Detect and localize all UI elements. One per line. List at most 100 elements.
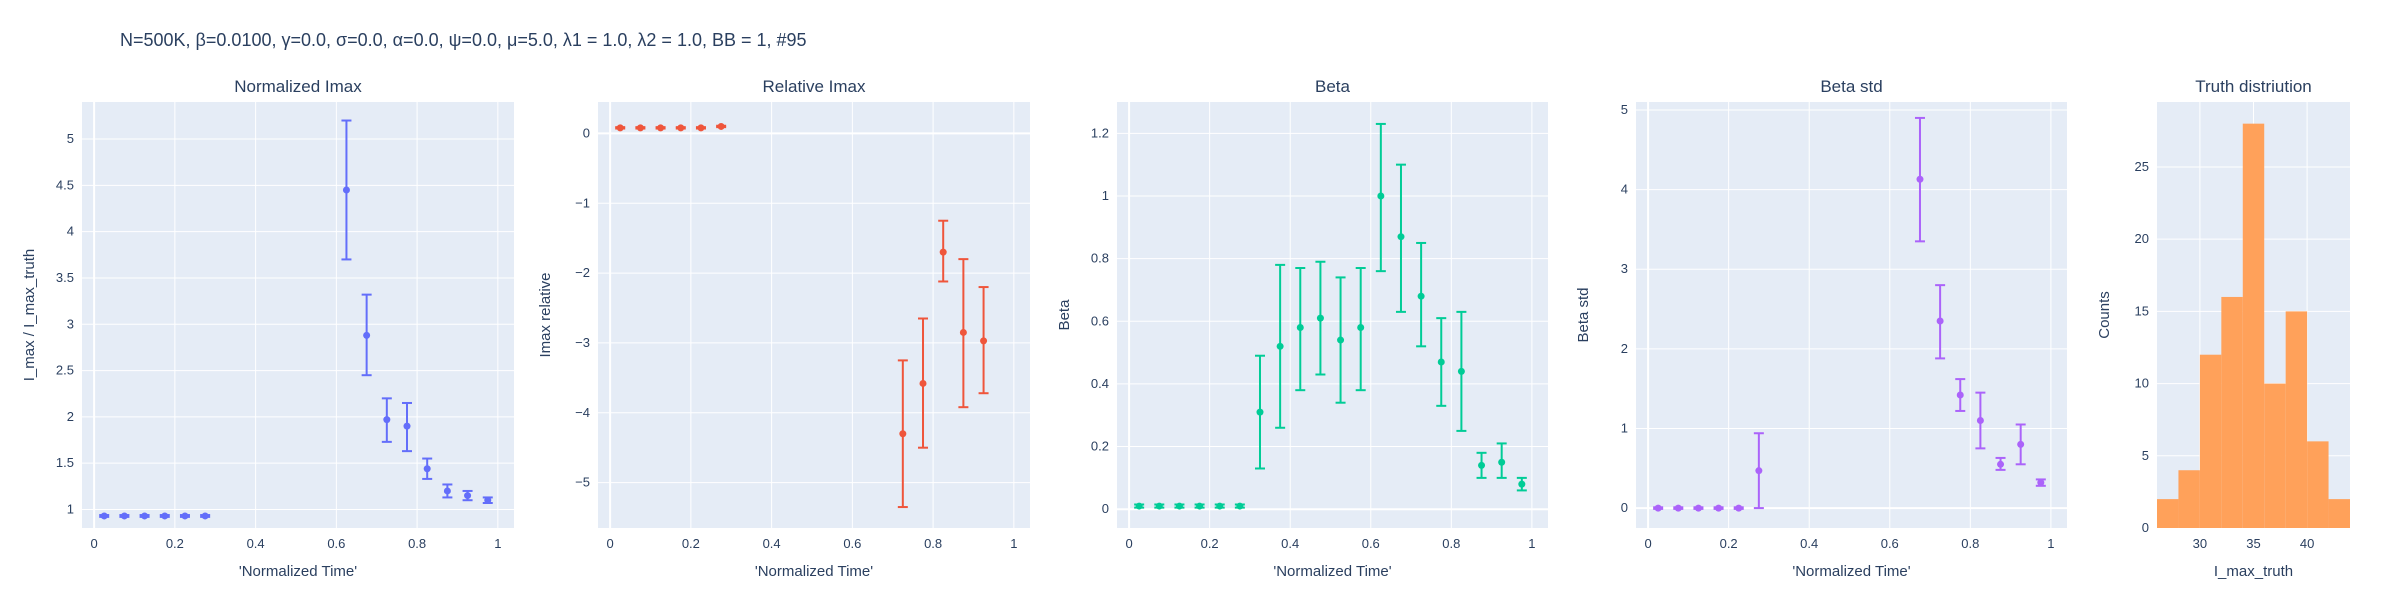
y-tick-label: 0 — [2142, 520, 2149, 535]
y-tick-label: 2 — [1621, 341, 1628, 356]
x-axis-title: 'Normalized Time' — [239, 563, 357, 580]
data-point — [1457, 367, 1465, 375]
data-point — [1216, 502, 1224, 510]
histogram-bar — [2221, 296, 2243, 528]
y-axis-title: Beta std — [1575, 287, 1592, 342]
data-point — [1316, 314, 1324, 322]
y-tick-label: 0 — [1621, 500, 1628, 515]
x-tick-label: 0.4 — [1281, 536, 1299, 551]
y-tick-label: 0.4 — [1091, 376, 1109, 391]
histogram-bar — [2178, 470, 2200, 528]
y-tick-label: 3.5 — [56, 270, 74, 285]
histogram-bar — [2285, 311, 2308, 528]
y-axis-title: Beta — [1056, 299, 1073, 331]
x-axis-title: 'Normalized Time' — [755, 563, 873, 580]
x-axis-title: I_max_truth — [2214, 563, 2293, 580]
data-point — [1518, 480, 1526, 488]
data-point — [980, 337, 988, 345]
data-point — [919, 379, 927, 387]
data-point — [677, 124, 685, 132]
panel-title: Beta — [1315, 77, 1351, 96]
y-tick-label: 5 — [67, 131, 74, 146]
x-axis-title: 'Normalized Time' — [1792, 563, 1910, 580]
data-point — [1256, 408, 1264, 416]
chart-panel-3: 0 0.2 0.4 0.6 0.8 1 1.2 0 0.2 0.4 0.6 0.8 1 Beta 'Norm… — [1056, 77, 1548, 580]
data-point — [1715, 504, 1723, 512]
histogram-bar — [2199, 354, 2222, 528]
data-point — [1175, 502, 1183, 510]
data-point — [1397, 233, 1405, 241]
data-point — [1755, 467, 1763, 475]
data-point — [363, 331, 371, 339]
y-tick-label: 0.8 — [1091, 251, 1109, 266]
data-point — [484, 496, 492, 504]
data-point — [1196, 502, 1204, 510]
data-point — [1296, 324, 1304, 332]
x-tick-label: 0.6 — [327, 536, 345, 551]
y-tick-label: 5 — [2142, 448, 2149, 463]
x-tick-label: 0 — [1644, 536, 1651, 551]
data-point — [717, 122, 725, 130]
panel-title: Truth distriution — [2195, 77, 2312, 96]
x-tick-label: 0.8 — [1442, 536, 1460, 551]
y-tick-label: 4 — [1621, 182, 1628, 197]
data-point — [100, 512, 108, 520]
chart-panel-2: −5 −4 −3 −2 −1 0 0 0.2 0.4 0.6 0.8 1 Relative Imax 'N… — [537, 77, 1030, 580]
y-tick-label: 1 — [67, 501, 74, 516]
data-point — [1654, 504, 1662, 512]
y-tick-label: 4 — [67, 224, 74, 239]
data-point — [959, 328, 967, 336]
data-point — [1478, 461, 1486, 469]
y-tick-label: 5 — [1621, 102, 1628, 117]
y-tick-label: 0.6 — [1091, 313, 1109, 328]
data-point — [443, 487, 451, 495]
x-tick-label: 0.4 — [1800, 536, 1818, 551]
histogram-bar — [2328, 499, 2350, 528]
histogram-bar — [2264, 383, 2286, 528]
x-tick-label: 0.2 — [1201, 536, 1219, 551]
x-tick-label: 0.6 — [843, 536, 861, 551]
x-tick-label: 0.8 — [924, 536, 942, 551]
data-point — [1997, 460, 2005, 468]
data-point — [616, 124, 624, 132]
figure-suptitle: N=500K, β=0.0100, γ=0.0, σ=0.0, α=0.0, ψ… — [120, 30, 807, 50]
x-tick-label: 0.2 — [166, 536, 184, 551]
y-tick-label: −5 — [575, 475, 590, 490]
x-tick-label: 1 — [2047, 536, 2054, 551]
data-point — [181, 512, 189, 520]
histogram-bar — [2307, 441, 2329, 528]
data-point — [636, 124, 644, 132]
plot-background — [598, 102, 1030, 528]
y-tick-label: 10 — [2135, 376, 2149, 391]
y-tick-label: 1 — [1102, 188, 1109, 203]
x-tick-label: 40 — [2300, 536, 2314, 551]
data-point — [1135, 502, 1143, 510]
histogram-bar — [2157, 499, 2179, 528]
data-point — [899, 430, 907, 438]
y-tick-label: 1 — [1621, 420, 1628, 435]
y-tick-label: 15 — [2135, 303, 2149, 318]
y-tick-label: 2 — [67, 409, 74, 424]
data-point — [201, 512, 209, 520]
x-tick-label: 30 — [2193, 536, 2207, 551]
x-tick-label: 0.2 — [682, 536, 700, 551]
x-tick-label: 0.6 — [1362, 536, 1380, 551]
y-axis-title: Imax relative — [537, 272, 554, 357]
data-point — [423, 465, 431, 473]
x-tick-label: 0.2 — [1720, 536, 1738, 551]
data-point — [2037, 479, 2045, 487]
data-point — [1236, 502, 1244, 510]
x-tick-label: 0.8 — [1961, 536, 1979, 551]
data-point — [1437, 358, 1445, 366]
data-point — [1357, 324, 1365, 332]
data-point — [1498, 458, 1506, 466]
panel-title: Relative Imax — [763, 77, 866, 96]
histogram-bar — [2242, 123, 2265, 529]
data-point — [1976, 417, 1984, 425]
y-tick-label: 1.5 — [56, 455, 74, 470]
y-tick-label: 0.2 — [1091, 439, 1109, 454]
chart-panel-4: 0 1 2 3 4 5 0 0.2 0.4 0.6 0.8 1 Beta std 'Normalized … — [1575, 77, 2067, 580]
chart-panel-1: 1 1.5 2 2.5 3 3.5 4 4.5 5 0 0.2 0.4 0.6 0.8 1 Normalize… — [21, 77, 514, 580]
panel-title: Beta std — [1820, 77, 1882, 96]
data-point — [1674, 504, 1682, 512]
